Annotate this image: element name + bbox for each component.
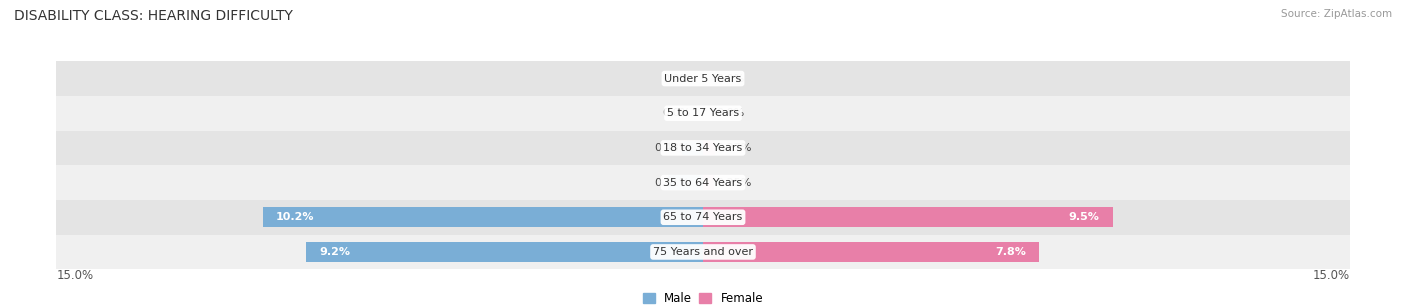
Text: 0.25%: 0.25% (716, 177, 751, 188)
Bar (56, 61, 1350, 96)
Text: Under 5 Years: Under 5 Years (665, 73, 741, 84)
Bar (56, 200, 1350, 235)
Text: 15.0%: 15.0% (1313, 269, 1350, 282)
Text: 15.0%: 15.0% (56, 269, 93, 282)
Bar (703, 175, 714, 190)
Bar (263, 207, 703, 227)
Text: 7.8%: 7.8% (995, 247, 1026, 257)
Bar (668, 175, 703, 190)
Legend: Male, Female: Male, Female (643, 292, 763, 305)
Text: 0.48%: 0.48% (655, 143, 690, 153)
Bar (703, 242, 1039, 262)
Text: 0.0%: 0.0% (716, 73, 744, 84)
Bar (703, 141, 714, 155)
Text: 75 Years and over: 75 Years and over (652, 247, 754, 257)
Text: 65 to 74 Years: 65 to 74 Years (664, 212, 742, 222)
Text: Source: ZipAtlas.com: Source: ZipAtlas.com (1281, 9, 1392, 19)
Text: 9.2%: 9.2% (319, 247, 350, 257)
Text: 35 to 64 Years: 35 to 64 Years (664, 177, 742, 188)
Bar (682, 141, 703, 155)
Text: 10.2%: 10.2% (276, 212, 315, 222)
Bar (56, 235, 1350, 269)
Text: 18 to 34 Years: 18 to 34 Years (664, 143, 742, 153)
Bar (307, 242, 703, 262)
Text: 0.27%: 0.27% (716, 143, 751, 153)
Bar (703, 207, 1112, 227)
Text: 5 to 17 Years: 5 to 17 Years (666, 108, 740, 118)
Bar (56, 165, 1350, 200)
Bar (56, 96, 1350, 131)
Text: 0.81%: 0.81% (655, 177, 690, 188)
Text: DISABILITY CLASS: HEARING DIFFICULTY: DISABILITY CLASS: HEARING DIFFICULTY (14, 9, 292, 23)
Text: 9.5%: 9.5% (1069, 212, 1099, 222)
Text: 0.0%: 0.0% (662, 73, 690, 84)
Text: 0.0%: 0.0% (716, 108, 744, 118)
Text: 0.0%: 0.0% (662, 108, 690, 118)
Bar (56, 131, 1350, 165)
